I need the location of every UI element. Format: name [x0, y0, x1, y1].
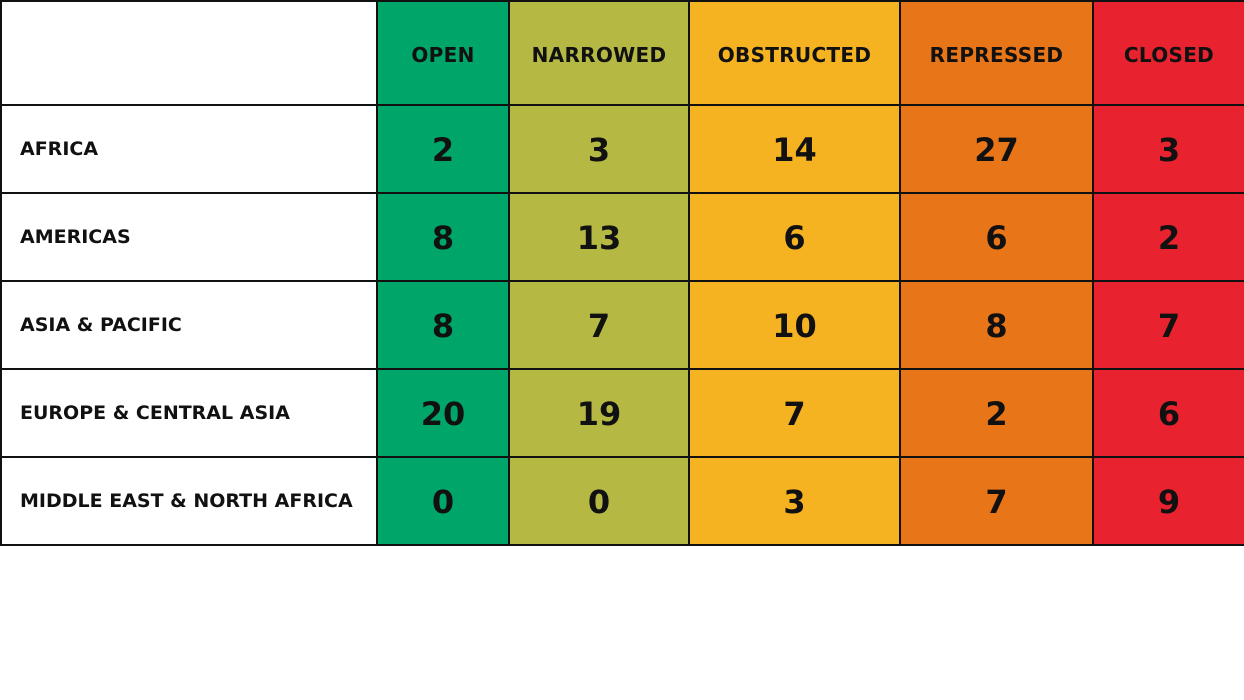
header-row: OPEN NARROWED OBSTRUCTED REPRESSED CLOSED	[0, 0, 1244, 106]
value-cell-asia-and-pacific-obstructed: 10	[688, 280, 901, 370]
value-cell-middle-east-and-north-africa-open: 0	[376, 456, 510, 546]
value-cell-europe-and-central-asia-open: 20	[376, 368, 510, 458]
value-cell-asia-and-pacific-open: 8	[376, 280, 510, 370]
value-cell-americas-closed: 2	[1092, 192, 1244, 282]
table-row-africa: AFRICA 2 3 14 27 3	[0, 104, 1244, 194]
value-cell-middle-east-and-north-africa-repressed: 7	[899, 456, 1094, 546]
table-body: AFRICA 2 3 14 27 3 AMERICAS 8 13 6 6 2 ASIA & PACIFI…	[0, 104, 1244, 546]
value-cell-americas-open: 8	[376, 192, 510, 282]
value-cell-asia-and-pacific-closed: 7	[1092, 280, 1244, 370]
table-row-europe-and-central-asia: EUROPE & CENTRAL ASIA 20 19 7 2 6	[0, 368, 1244, 458]
value-cell-middle-east-and-north-africa-closed: 9	[1092, 456, 1244, 546]
value-cell-africa-repressed: 27	[899, 104, 1094, 194]
value-cell-europe-and-central-asia-repressed: 2	[899, 368, 1094, 458]
table-row-asia-and-pacific: ASIA & PACIFIC 8 7 10 8 7	[0, 280, 1244, 370]
row-label-africa: AFRICA	[0, 104, 378, 194]
column-header-obstructed: OBSTRUCTED	[688, 0, 901, 106]
value-cell-americas-repressed: 6	[899, 192, 1094, 282]
column-header-closed: CLOSED	[1092, 0, 1244, 106]
row-label-europe-and-central-asia: EUROPE & CENTRAL ASIA	[0, 368, 378, 458]
value-cell-middle-east-and-north-africa-narrowed: 0	[508, 456, 690, 546]
row-label-asia-and-pacific: ASIA & PACIFIC	[0, 280, 378, 370]
value-cell-asia-and-pacific-repressed: 8	[899, 280, 1094, 370]
table-row-middle-east-and-north-africa: MIDDLE EAST & NORTH AFRICA 0 0 3 7 9	[0, 456, 1244, 546]
value-cell-africa-closed: 3	[1092, 104, 1244, 194]
value-cell-middle-east-and-north-africa-obstructed: 3	[688, 456, 901, 546]
row-label-middle-east-and-north-africa: MIDDLE EAST & NORTH AFRICA	[0, 456, 378, 546]
civic-space-table-container: OPEN NARROWED OBSTRUCTED REPRESSED CLOSED AF…	[0, 0, 1244, 546]
value-cell-europe-and-central-asia-closed: 6	[1092, 368, 1244, 458]
row-label-americas: AMERICAS	[0, 192, 378, 282]
table-row-americas: AMERICAS 8 13 6 6 2	[0, 192, 1244, 282]
header-corner-cell	[0, 0, 378, 106]
value-cell-americas-narrowed: 13	[508, 192, 690, 282]
value-cell-africa-open: 2	[376, 104, 510, 194]
value-cell-americas-obstructed: 6	[688, 192, 901, 282]
value-cell-europe-and-central-asia-obstructed: 7	[688, 368, 901, 458]
value-cell-africa-narrowed: 3	[508, 104, 690, 194]
column-header-open: OPEN	[376, 0, 510, 106]
value-cell-asia-and-pacific-narrowed: 7	[508, 280, 690, 370]
value-cell-africa-obstructed: 14	[688, 104, 901, 194]
value-cell-europe-and-central-asia-narrowed: 19	[508, 368, 690, 458]
civic-space-table: OPEN NARROWED OBSTRUCTED REPRESSED CLOSED AF…	[0, 0, 1244, 546]
column-header-repressed: REPRESSED	[899, 0, 1094, 106]
column-header-narrowed: NARROWED	[508, 0, 690, 106]
